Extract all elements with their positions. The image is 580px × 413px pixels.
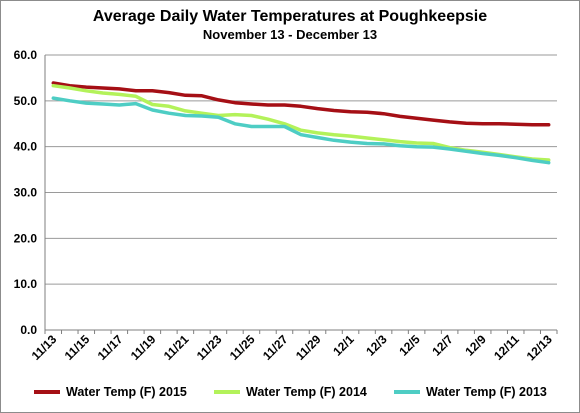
legend: Water Temp (F) 2015 Water Temp (F) 2014 … — [0, 385, 580, 403]
y-tick-label: 20.0 — [14, 231, 38, 245]
y-tick-label: 60.0 — [14, 48, 38, 62]
x-tick-label: 11/21 — [161, 332, 192, 363]
legend-item-2013: Water Temp (F) 2013 — [394, 385, 547, 399]
legend-swatch-2013 — [394, 390, 420, 394]
legend-label-2015: Water Temp (F) 2015 — [66, 385, 187, 399]
x-tick-label: 12/7 — [429, 332, 456, 359]
x-tick-label: 11/27 — [260, 332, 291, 363]
y-tick-label: 0.0 — [20, 323, 37, 337]
y-axis-ticks: 0.0 10.0 20.0 30.0 40.0 50.0 60.0 — [14, 48, 38, 337]
legend-label-2014: Water Temp (F) 2014 — [246, 385, 367, 399]
y-tick-label: 30.0 — [14, 186, 38, 200]
series-lines — [51, 81, 551, 165]
y-tick-label: 50.0 — [14, 94, 38, 108]
legend-item-2014: Water Temp (F) 2014 — [214, 385, 367, 399]
x-tick-label: 12/13 — [524, 332, 555, 363]
series-line-2 — [51, 96, 551, 165]
legend-label-2013: Water Temp (F) 2013 — [426, 385, 547, 399]
axes — [44, 55, 558, 334]
x-tick-label: 11/17 — [95, 332, 126, 363]
series-line-0 — [51, 81, 551, 127]
x-tick-label: 12/5 — [396, 332, 423, 359]
chart-title: Average Daily Water Temperatures at Poug… — [92, 8, 488, 25]
gridlines — [45, 54, 557, 285]
x-tick-label: 11/25 — [227, 332, 258, 363]
x-tick-label: 12/3 — [363, 332, 390, 359]
y-tick-label: 10.0 — [14, 277, 38, 291]
legend-swatch-2015 — [34, 390, 60, 394]
legend-swatch-2014 — [214, 390, 240, 394]
y-tick-label: 40.0 — [14, 140, 38, 154]
x-tick-label: 11/29 — [293, 332, 324, 363]
x-tick-label: 11/23 — [194, 332, 225, 363]
x-axis-ticks: 11/13 11/15 11/17 11/19 11/21 11/23 11/25 11/27… — [29, 332, 555, 363]
chart-subtitle: November 13 - December 13 — [202, 27, 378, 42]
x-tick-label: 11/19 — [128, 332, 159, 363]
x-tick-label: 12/11 — [491, 332, 522, 363]
x-tick-label: 12/1 — [330, 332, 357, 359]
x-tick-label: 12/9 — [462, 332, 489, 359]
x-tick-label: 11/15 — [62, 332, 93, 363]
legend-item-2015: Water Temp (F) 2015 — [34, 385, 187, 399]
